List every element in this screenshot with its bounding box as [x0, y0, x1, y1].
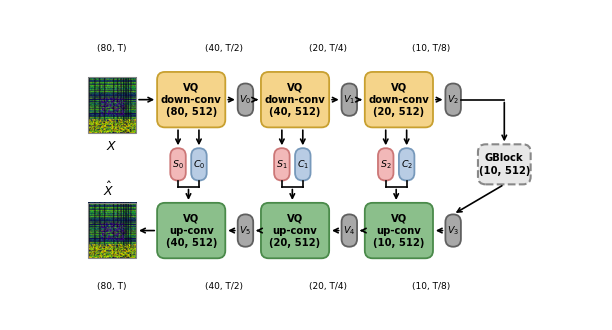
Text: (10, T/8): (10, T/8) — [412, 281, 450, 290]
Bar — [88, 77, 136, 133]
FancyBboxPatch shape — [365, 72, 433, 127]
Text: $S_1$: $S_1$ — [276, 158, 288, 171]
Text: (40, T/2): (40, T/2) — [205, 44, 243, 53]
Text: (80, T): (80, T) — [97, 281, 127, 290]
Text: VQ
up-conv
(10, 512): VQ up-conv (10, 512) — [373, 213, 425, 248]
Text: $X$: $X$ — [106, 141, 118, 153]
Text: VQ
down-conv
(20, 512): VQ down-conv (20, 512) — [368, 82, 429, 117]
Bar — [88, 203, 136, 258]
Text: $C_0$: $C_0$ — [193, 158, 205, 171]
FancyBboxPatch shape — [295, 148, 310, 181]
FancyBboxPatch shape — [274, 148, 289, 181]
Text: $V_0$: $V_0$ — [239, 93, 252, 106]
FancyBboxPatch shape — [478, 144, 531, 184]
FancyBboxPatch shape — [399, 148, 414, 181]
FancyBboxPatch shape — [446, 214, 461, 247]
Text: (80, T): (80, T) — [97, 44, 127, 53]
Text: (20, T/4): (20, T/4) — [308, 44, 346, 53]
FancyBboxPatch shape — [341, 83, 357, 116]
Text: $V_1$: $V_1$ — [343, 93, 356, 106]
Text: (40, T/2): (40, T/2) — [205, 281, 243, 290]
FancyBboxPatch shape — [237, 214, 253, 247]
FancyBboxPatch shape — [157, 72, 225, 127]
Text: $C_1$: $C_1$ — [297, 158, 309, 171]
FancyBboxPatch shape — [341, 214, 357, 247]
FancyBboxPatch shape — [446, 83, 461, 116]
FancyBboxPatch shape — [157, 203, 225, 258]
Text: $S_2$: $S_2$ — [380, 158, 392, 171]
Text: $V_2$: $V_2$ — [447, 93, 459, 106]
Text: $V_3$: $V_3$ — [447, 224, 459, 237]
Text: $V_5$: $V_5$ — [239, 224, 252, 237]
FancyBboxPatch shape — [191, 148, 207, 181]
FancyBboxPatch shape — [365, 203, 433, 258]
Text: (10, T/8): (10, T/8) — [412, 44, 450, 53]
Text: $S_0$: $S_0$ — [172, 158, 184, 171]
FancyBboxPatch shape — [237, 83, 253, 116]
Text: GBlock
(10, 512): GBlock (10, 512) — [479, 153, 530, 176]
Text: VQ
up-conv
(20, 512): VQ up-conv (20, 512) — [269, 213, 321, 248]
FancyBboxPatch shape — [261, 203, 329, 258]
FancyBboxPatch shape — [378, 148, 394, 181]
Text: $\hat{X}$: $\hat{X}$ — [103, 181, 114, 199]
Text: $C_2$: $C_2$ — [401, 158, 412, 171]
Text: VQ
up-conv
(40, 512): VQ up-conv (40, 512) — [165, 213, 217, 248]
FancyBboxPatch shape — [261, 72, 329, 127]
Text: $V_4$: $V_4$ — [343, 224, 356, 237]
FancyBboxPatch shape — [170, 148, 186, 181]
Text: (20, T/4): (20, T/4) — [308, 281, 346, 290]
Text: VQ
down-conv
(80, 512): VQ down-conv (80, 512) — [161, 82, 222, 117]
Text: VQ
down-conv
(40, 512): VQ down-conv (40, 512) — [264, 82, 326, 117]
